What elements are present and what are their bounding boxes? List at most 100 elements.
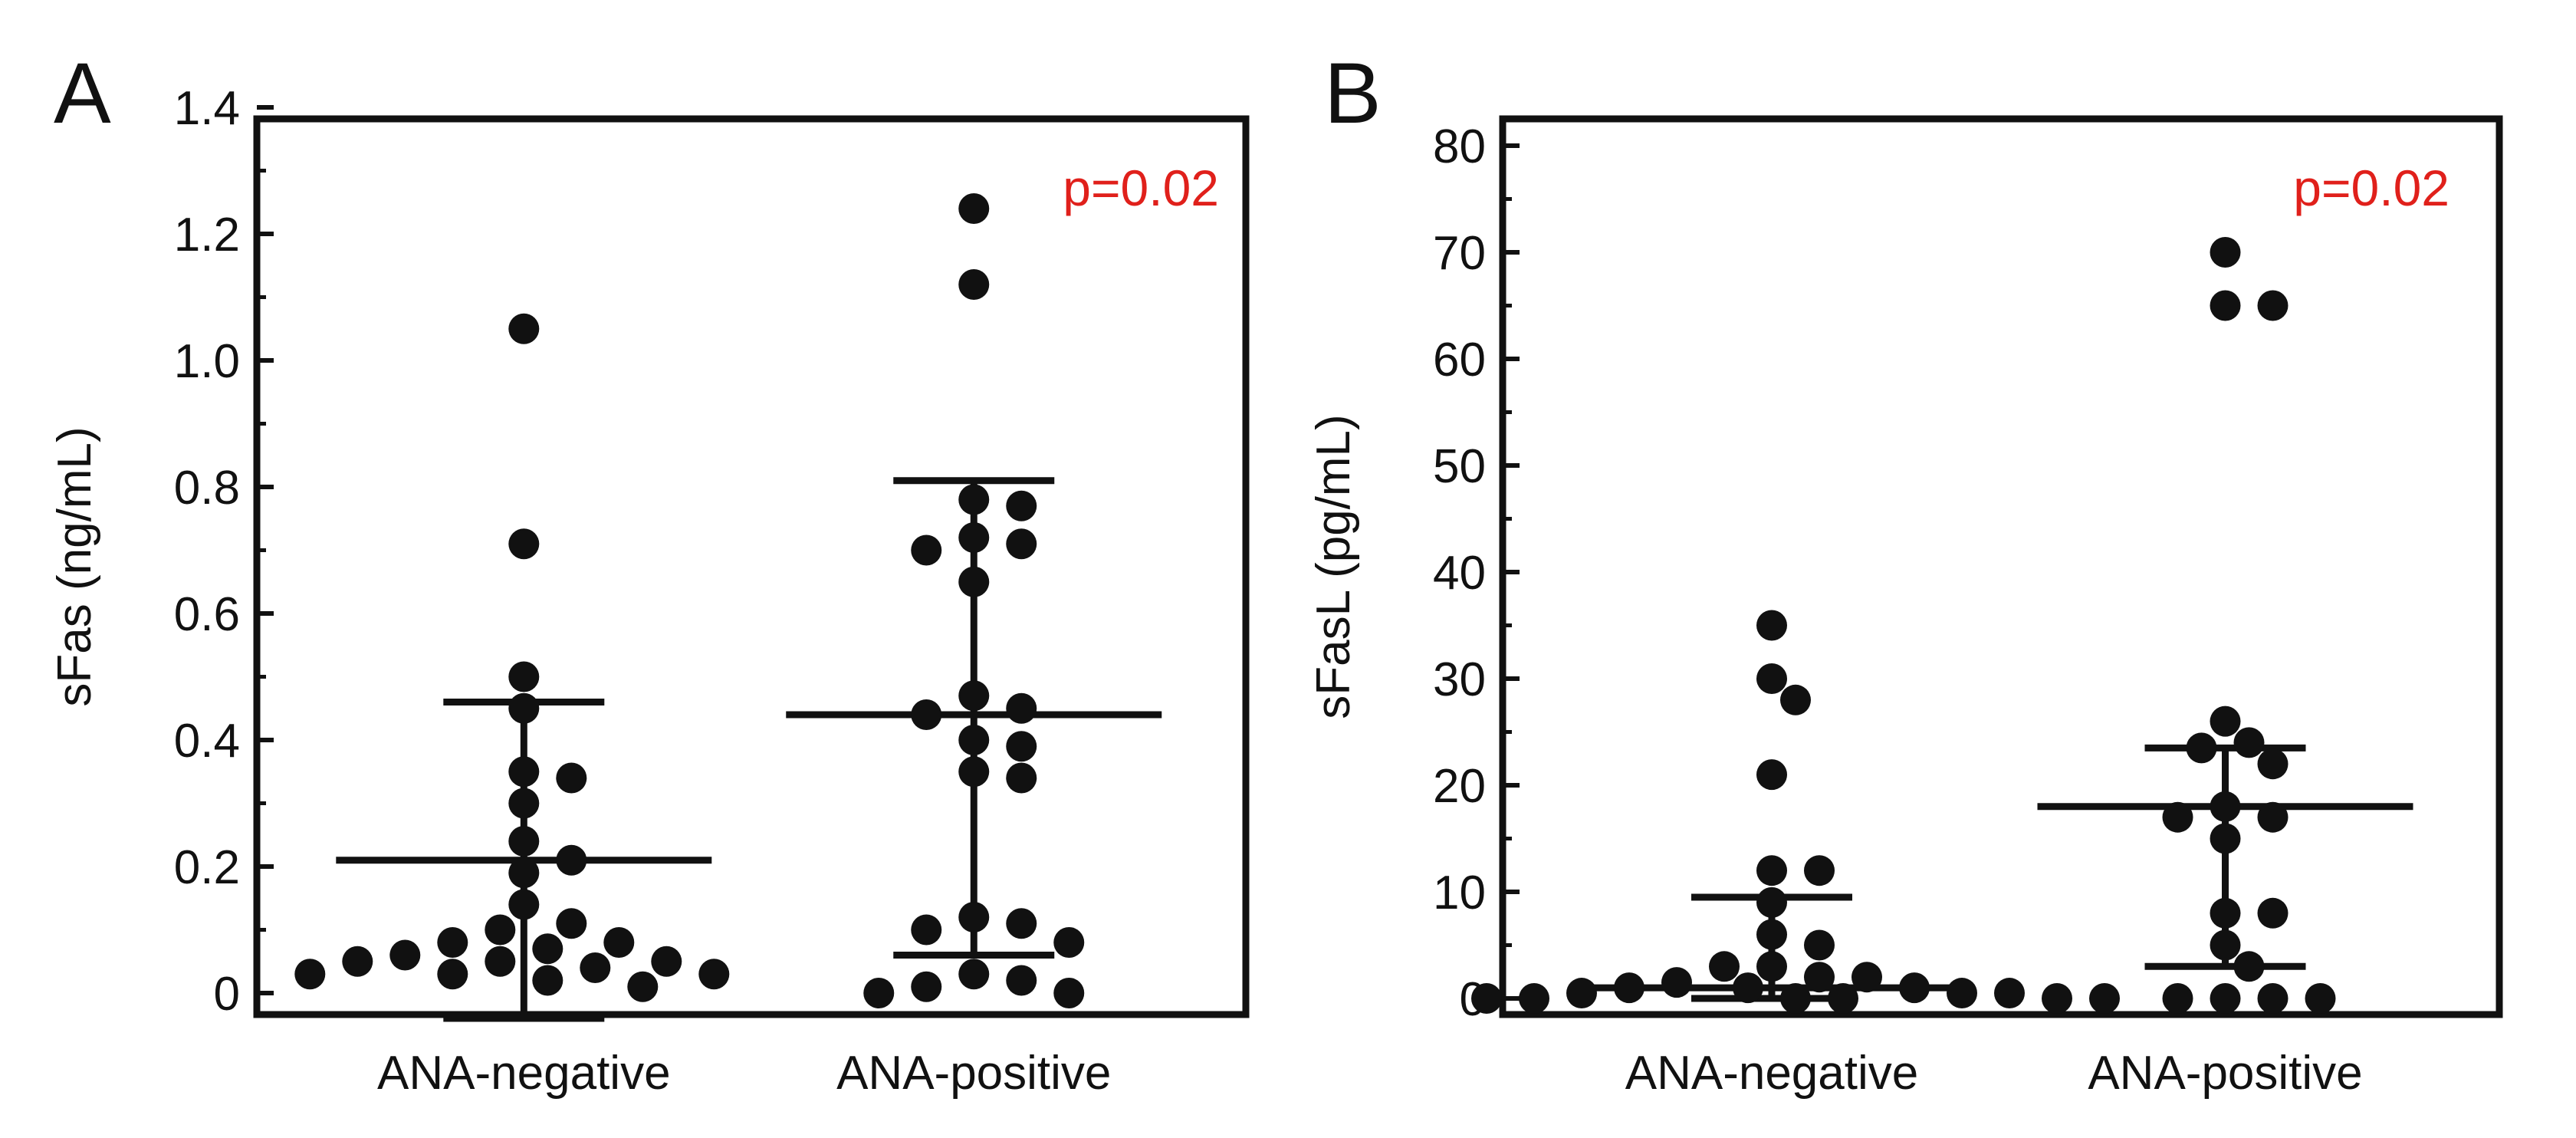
data-point xyxy=(556,762,587,794)
data-point xyxy=(508,692,540,724)
data-point xyxy=(508,756,540,788)
data-point xyxy=(911,971,942,1002)
data-point xyxy=(294,959,326,990)
plot-frame xyxy=(1499,115,2503,1018)
data-point xyxy=(2257,801,2288,833)
data-point xyxy=(508,528,540,560)
x-category-label: ANA-negative xyxy=(1625,1047,1919,1100)
data-point xyxy=(1828,983,1858,1014)
data-point xyxy=(1053,927,1085,958)
data-point xyxy=(958,725,990,755)
data-point xyxy=(1006,762,1037,794)
data-point xyxy=(1899,972,1930,1004)
data-point xyxy=(911,534,942,566)
data-point xyxy=(389,939,421,971)
data-point xyxy=(2210,983,2241,1014)
data-point xyxy=(1661,967,1692,998)
data-point xyxy=(2186,732,2217,764)
y-tick-label: 80 xyxy=(1433,120,1486,173)
data-point xyxy=(556,844,587,876)
y-axis-title: sFasL (pg/mL) xyxy=(1307,414,1360,719)
data-point xyxy=(863,978,895,1008)
x-category-label: ANA-positive xyxy=(2088,1047,2362,1100)
data-point xyxy=(1006,692,1037,724)
data-point xyxy=(1804,855,1835,886)
y-tick-label: 0.2 xyxy=(174,841,240,894)
y-tick-label: 1.0 xyxy=(174,335,240,388)
data-point xyxy=(1053,978,1085,1008)
data-point xyxy=(2210,897,2241,929)
data-point xyxy=(2257,290,2288,321)
data-point xyxy=(2210,791,2241,822)
data-point xyxy=(508,661,540,692)
data-point xyxy=(2089,983,2120,1014)
data-point xyxy=(958,484,990,515)
y-tick-label: 40 xyxy=(1433,547,1486,600)
data-point xyxy=(580,952,611,983)
data-point xyxy=(532,933,564,965)
y-tick-label: 60 xyxy=(1433,334,1486,386)
data-point xyxy=(437,959,468,990)
data-point xyxy=(508,889,540,920)
data-point xyxy=(1614,972,1644,1004)
data-point xyxy=(911,699,942,730)
data-point xyxy=(603,927,635,958)
data-point xyxy=(1804,929,1835,961)
y-tick-label: 1.2 xyxy=(174,209,240,261)
y-axis-title: sFas (ng/mL) xyxy=(48,426,101,706)
series-ana-positive xyxy=(2037,237,2413,1014)
data-point xyxy=(1780,983,1811,1014)
panel-b: B01020304050607080sFasL (pg/mL)ANA-negat… xyxy=(1307,45,2503,1100)
data-point xyxy=(911,914,942,946)
data-point xyxy=(1566,978,1597,1009)
y-tick-label: 0.6 xyxy=(174,588,240,641)
data-point xyxy=(508,857,540,889)
panel-label: A xyxy=(54,45,111,141)
data-point xyxy=(1006,908,1037,939)
data-point xyxy=(1756,610,1787,641)
x-category-label: ANA-negative xyxy=(377,1047,671,1100)
data-point xyxy=(1756,663,1787,694)
data-point xyxy=(958,269,990,300)
data-point xyxy=(2210,237,2241,268)
data-point xyxy=(1709,951,1740,982)
data-point xyxy=(1756,951,1787,982)
y-tick-label: 30 xyxy=(1433,653,1486,706)
data-point xyxy=(437,927,468,958)
data-point xyxy=(485,946,516,977)
y-axis: 0 0.2 0.4 0.6 0.8 1.0 1.2 1.4 xyxy=(174,82,274,1021)
data-point xyxy=(2257,897,2288,929)
data-point xyxy=(1006,528,1037,560)
data-point xyxy=(2233,727,2265,758)
data-point xyxy=(958,566,990,597)
data-point xyxy=(1006,490,1037,521)
data-point xyxy=(651,946,682,977)
data-point xyxy=(958,756,990,788)
data-point xyxy=(1852,962,1882,993)
panel-label: B xyxy=(1324,45,1382,141)
data-point xyxy=(532,965,564,996)
data-point xyxy=(1947,978,1977,1009)
data-point xyxy=(2257,748,2288,780)
panel-a: A 0 0.2 0.4 0.6 0.8 1.0 1.2 1.4 sFas (ng/mL) ANA-n… xyxy=(48,45,1250,1100)
y-axis: 01020304050607080 xyxy=(1433,120,1520,1026)
data-point xyxy=(485,914,516,946)
y-tick-label: 10 xyxy=(1433,867,1486,919)
data-point xyxy=(1006,731,1037,762)
data-point xyxy=(958,680,990,712)
p-value-annotation: p=0.02 xyxy=(2293,160,2450,216)
series-ana-negative xyxy=(1471,610,2120,1014)
data-point xyxy=(2162,983,2193,1014)
data-point xyxy=(2257,983,2288,1014)
data-point xyxy=(1804,962,1835,993)
data-point xyxy=(1733,972,1763,1004)
y-tick-label: 50 xyxy=(1433,440,1486,493)
data-point xyxy=(2233,951,2265,982)
data-point xyxy=(2162,801,2193,833)
x-category-label: ANA-positive xyxy=(836,1047,1111,1100)
data-point xyxy=(1006,965,1037,996)
data-point xyxy=(627,971,659,1002)
series-ana-positive xyxy=(786,193,1162,1008)
data-point xyxy=(1994,978,2025,1009)
